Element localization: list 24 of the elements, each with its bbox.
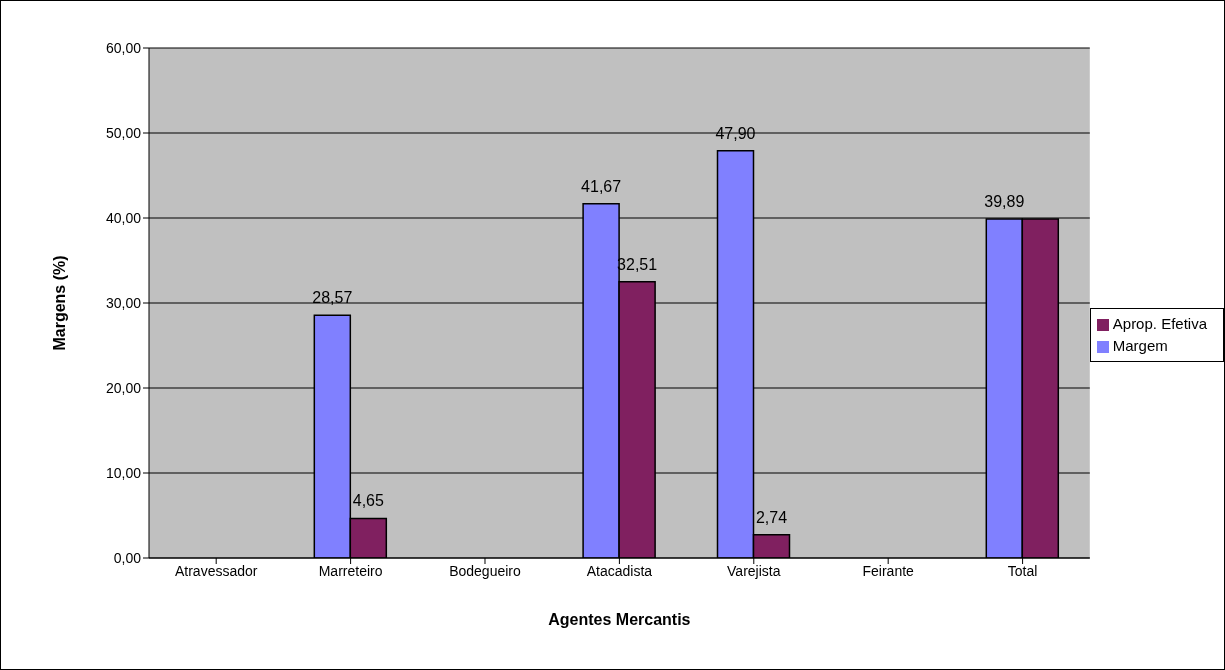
data-label: 28,57 bbox=[312, 289, 353, 307]
x-tick-label: Feirante bbox=[862, 562, 915, 579]
x-tick-label: Atacadista bbox=[586, 562, 653, 579]
y-tick-label: 10,00 bbox=[105, 464, 142, 481]
data-label: 41,67 bbox=[581, 177, 622, 195]
x-tick-label: Marreteiro bbox=[318, 562, 383, 579]
legend-label: Margem bbox=[1112, 337, 1168, 354]
x-tick-label: Total bbox=[1007, 562, 1038, 579]
data-label: 47,90 bbox=[715, 124, 756, 142]
y-tick-label: 50,00 bbox=[105, 124, 142, 141]
y-tick-label: 30,00 bbox=[105, 294, 142, 311]
data-label: 4,65 bbox=[352, 492, 384, 510]
data-label: 39,89 bbox=[984, 192, 1025, 210]
x-tick-label: Atravessador bbox=[174, 562, 258, 579]
x-tick-label: Varejista bbox=[727, 562, 781, 579]
y-tick-label: 0,00 bbox=[113, 549, 142, 566]
data-label: 2,74 bbox=[755, 508, 788, 526]
y-axis-title: Margens (%) bbox=[50, 255, 68, 351]
y-tick-label: 40,00 bbox=[105, 209, 142, 226]
x-tick-label: Bodegueiro bbox=[449, 562, 522, 579]
x-axis-title: Agentes Mercantis bbox=[548, 611, 691, 628]
y-tick-label: 20,00 bbox=[105, 379, 142, 396]
y-tick-label: 60,00 bbox=[105, 39, 142, 56]
legend-label: Aprop. Efetiva bbox=[1112, 315, 1207, 332]
